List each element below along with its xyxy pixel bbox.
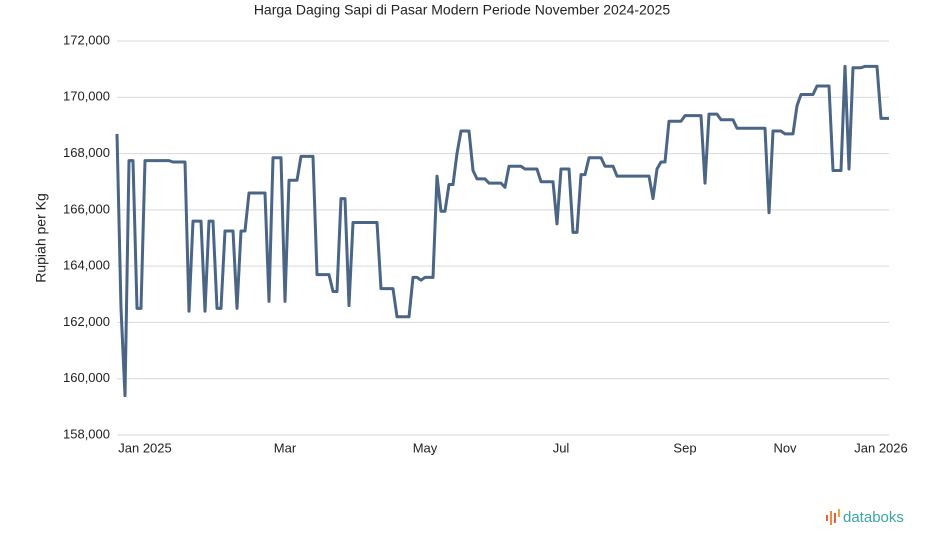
- x-tick-label: Nov: [773, 440, 797, 455]
- y-tick-label: 158,000: [63, 426, 110, 441]
- y-tick-label: 172,000: [63, 32, 110, 47]
- y-tick-label: 168,000: [63, 145, 110, 160]
- chart-title: Harga Daging Sapi di Pasar Modern Period…: [254, 2, 671, 18]
- line: [115, 64, 889, 398]
- y-axis-label: Rupiah per Kg: [33, 193, 49, 283]
- y-tick-label: 162,000: [63, 314, 110, 329]
- x-tick-label: Jul: [553, 440, 570, 455]
- x-tick-label: Mar: [274, 440, 297, 455]
- y-tick-label: 164,000: [63, 258, 110, 273]
- x-tick-label: Sep: [673, 440, 696, 455]
- x-tick-label: May: [413, 440, 438, 455]
- y-tick-label: 170,000: [63, 89, 110, 104]
- x-tick-label: Jan 2026: [854, 440, 908, 455]
- x-tick-label: Jan 2025: [118, 440, 172, 455]
- y-tick-label: 160,000: [63, 370, 110, 385]
- y-tick-label: 166,000: [63, 201, 110, 216]
- brand-icon: [826, 509, 840, 525]
- brand: databoks: [843, 509, 904, 526]
